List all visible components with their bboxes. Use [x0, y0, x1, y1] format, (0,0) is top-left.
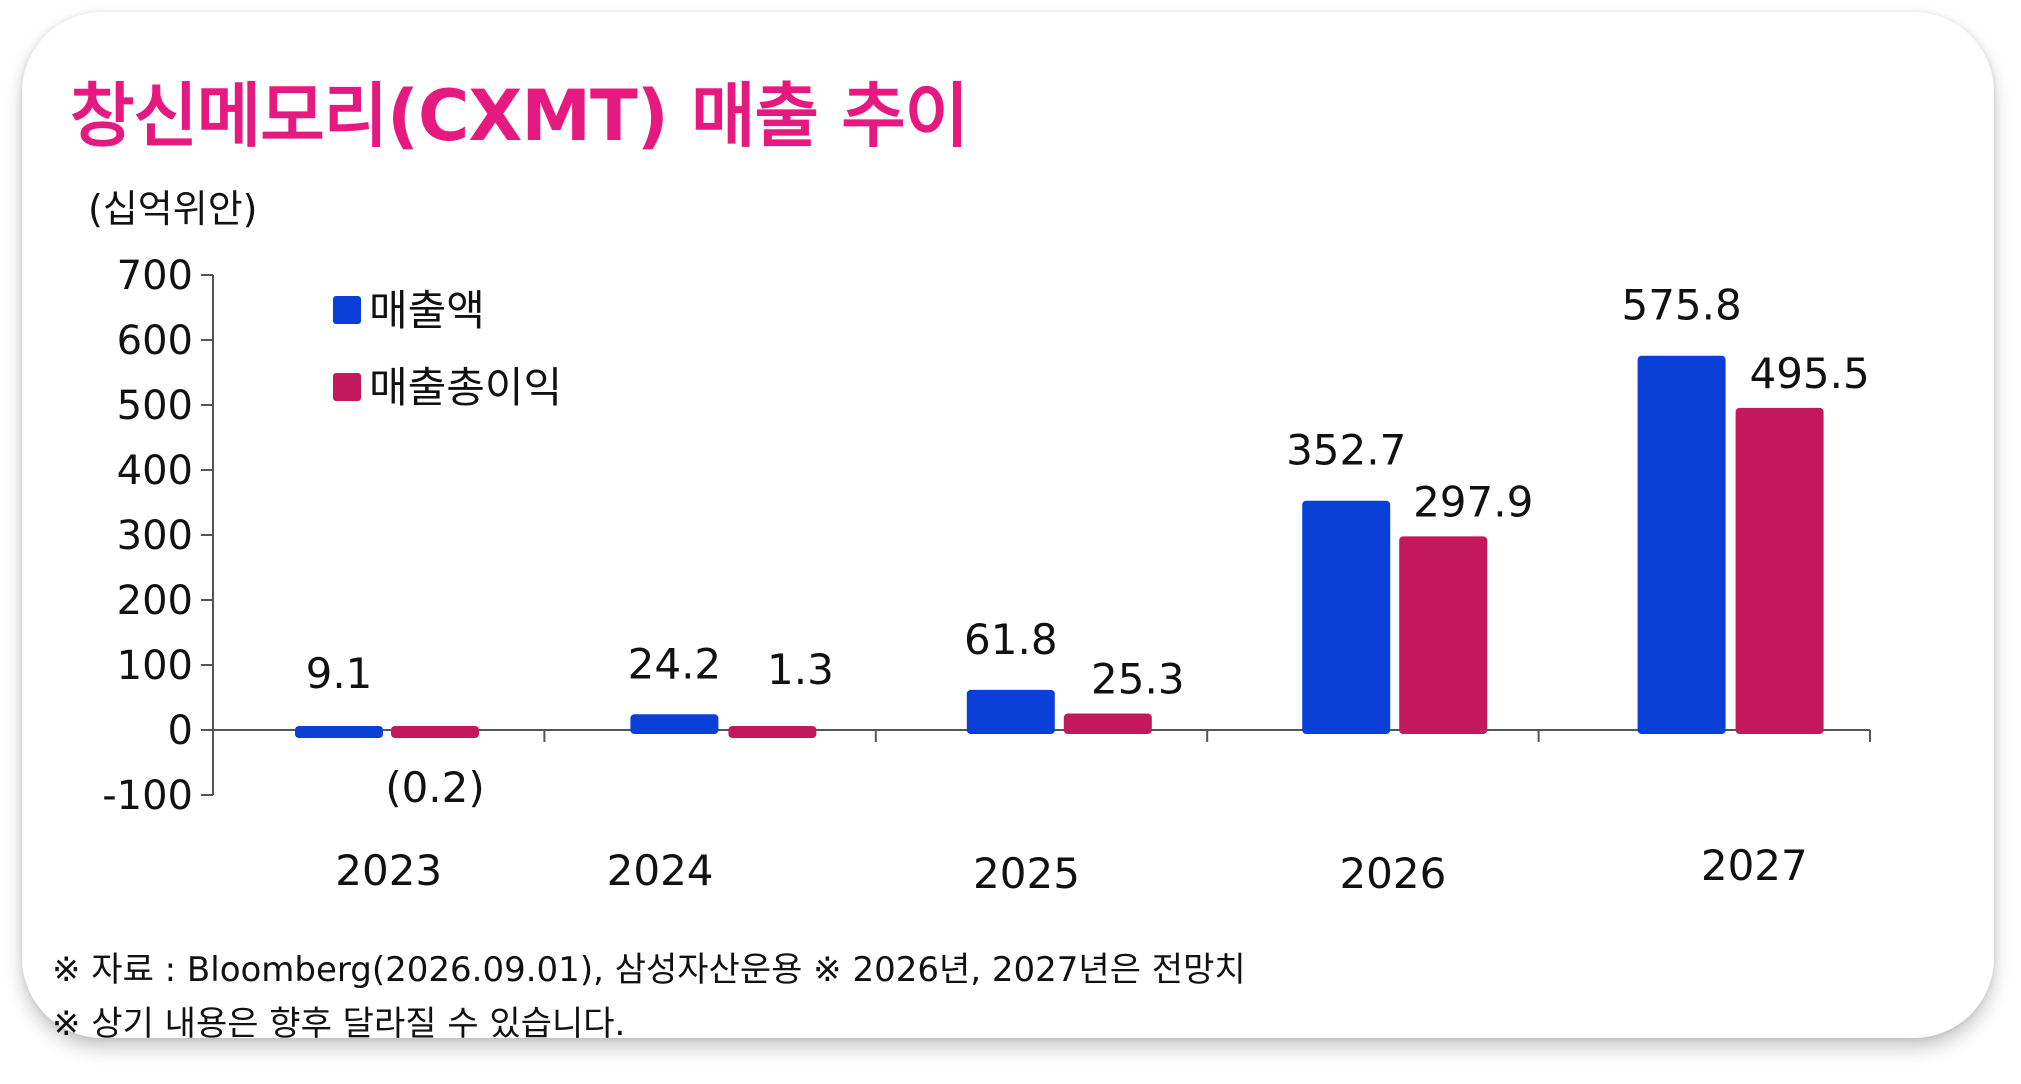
x-tick-label: 2026 — [1339, 849, 1446, 898]
gross-profit-data-label: 25.3 — [1091, 655, 1185, 704]
legend-swatch — [333, 296, 361, 324]
revenue-bar — [966, 689, 1055, 734]
revenue-data-label: 352.7 — [1286, 426, 1406, 475]
revenue-data-label: 9.1 — [306, 649, 373, 698]
gross-profit-bar — [728, 726, 817, 738]
y-tick-label: 500 — [117, 383, 193, 429]
gross-profit-bar — [391, 726, 479, 738]
gross-profit-bar — [1399, 536, 1488, 734]
x-tick-label: 2024 — [607, 846, 714, 895]
revenue-data-label: 575.8 — [1621, 281, 1741, 330]
legend-label: 매출액 — [369, 286, 485, 335]
chart-title: 창신메모리(CXMT) 매출 추이 — [70, 75, 969, 157]
gross-profit-bar — [1735, 407, 1824, 734]
x-tick-label: 2025 — [973, 849, 1080, 898]
source-note: ※ 자료 : Bloomberg(2026.09.01), 삼성자산운용 ※ 2… — [52, 950, 1246, 990]
gross-profit-data-label: 297.9 — [1413, 477, 1533, 526]
gross-profit-data-label: 1.3 — [767, 645, 834, 694]
y-tick-label: 400 — [117, 448, 193, 494]
legend-label: 매출총이익 — [369, 363, 562, 412]
y-tick-label: 300 — [117, 513, 193, 559]
x-tick-label: 2027 — [1701, 841, 1808, 890]
y-tick-label: 700 — [117, 253, 193, 299]
y-tick-label: 200 — [117, 578, 193, 624]
gross-profit-data-label: 495.5 — [1749, 349, 1869, 398]
revenue-data-label: 61.8 — [964, 615, 1058, 664]
y-tick-label: 100 — [117, 643, 193, 689]
y-tick-label: -100 — [102, 773, 193, 819]
disclaimer-note: ※ 상기 내용은 향후 달라질 수 있습니다. — [52, 1004, 626, 1044]
gross-profit-bar — [1063, 713, 1152, 734]
revenue-data-label: 24.2 — [628, 639, 722, 688]
revenue-bar — [630, 714, 719, 734]
x-tick-label: 2023 — [335, 846, 442, 895]
revenue-bar — [1637, 355, 1726, 734]
gross-profit-data-label: (0.2) — [385, 763, 485, 812]
revenue-bar — [1302, 500, 1391, 734]
legend-swatch — [333, 373, 361, 401]
y-tick-label: 0 — [168, 708, 193, 754]
y-axis-unit-label: (십억위안) — [88, 187, 258, 231]
y-tick-label: 600 — [117, 318, 193, 364]
revenue-bar — [295, 726, 383, 738]
